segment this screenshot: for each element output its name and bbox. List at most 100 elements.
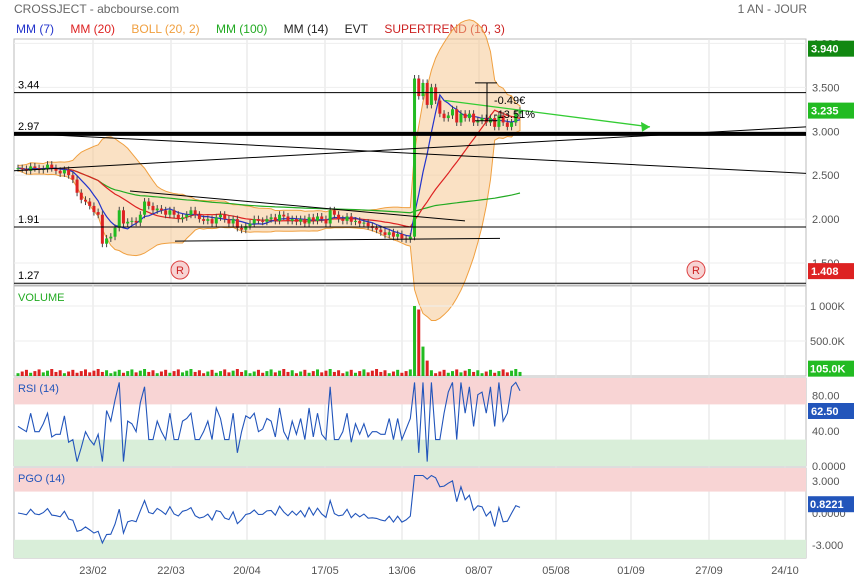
pgo-last-tag [808,496,854,513]
candle [383,232,387,235]
candle [16,168,20,170]
volume-bar [159,371,163,376]
volume-bar [488,369,492,376]
candle [467,113,471,119]
candle [493,118,497,127]
legend-evt[interactable]: EVT [344,22,369,36]
candle [362,222,366,224]
candle [480,118,484,121]
volume-bar [362,369,366,376]
x-tick-label: 13/06 [388,565,416,577]
candle [240,227,244,230]
rsi-y-tick: 40.00 [812,426,840,438]
legend-mm7[interactable]: MM (7) [16,22,54,36]
rsi-last-tag [808,403,854,419]
volume-bar [210,369,214,376]
candle [261,220,265,222]
volume-bar [58,370,62,376]
candle [202,219,206,221]
volume-bar [117,369,121,376]
volume-label: VOLUME [18,292,64,304]
pgo-y-tick: -3.000 [812,540,843,552]
y-tick-label: 2.500 [812,170,840,182]
volume-bar [505,372,509,376]
volume-bar [79,371,83,376]
candle [117,210,121,228]
candle [396,234,400,237]
volume-bar [16,373,20,376]
x-tick-label: 22/03 [157,565,185,577]
trend-line [13,132,807,174]
price-tag [808,40,854,57]
legend-mm20[interactable]: MM (20) [70,22,116,36]
volume-bar [429,370,433,376]
price-tag [808,263,854,280]
legend-boll[interactable]: BOLL (20, 2) [131,22,200,36]
volume-bar [320,372,324,376]
volume-bar [126,371,130,376]
annotation-percent-change: -13.51% [494,109,535,121]
volume-bar [54,371,58,376]
legend-mm100[interactable]: MM (100) [215,22,268,36]
candle [320,216,324,220]
volume-bar [400,372,404,376]
candle [126,221,130,224]
volume-bar [240,371,244,376]
candle [79,192,83,200]
pgo-last-label: 0.8221 [810,499,844,511]
candle [197,214,201,220]
mm7-line [17,93,521,237]
volume-bar [303,369,307,376]
volume-bar [434,373,438,376]
volume-bar [383,370,387,376]
price-tag [808,102,854,119]
volume-bar [358,371,362,376]
volume-bar [218,371,222,376]
candle [337,214,341,220]
volume-bar [421,346,425,376]
volume-bar [311,371,315,376]
candle [451,109,455,116]
volume-bar [299,371,303,376]
volume-bar [185,370,189,376]
candle [164,210,168,215]
candle [459,113,463,123]
volume-bar [467,369,471,376]
candle [303,219,307,224]
volume-bar [379,371,383,376]
volume-bar [493,372,497,376]
candle [113,227,117,237]
volume-bar [324,370,328,376]
candle [429,87,433,105]
volume-bar [307,372,311,376]
candle [147,201,151,206]
x-tick-label: 23/02 [79,565,107,577]
volume-bar [138,370,142,376]
pgo-line [17,474,521,545]
panel-frame-vol [13,285,807,377]
candle [105,238,109,244]
volume-bar [244,370,248,376]
candle [446,115,450,119]
legend-mm14[interactable]: MM (14) [283,22,329,36]
volume-bar [155,373,159,376]
volume-bar [451,371,455,376]
volume-bar [168,372,172,376]
volume-bar [71,369,75,376]
volume-bar [67,371,71,376]
rsi-label: RSI (14) [18,383,59,395]
candle [463,113,467,119]
x-tick-label: 27/09 [695,565,723,577]
candle [227,219,231,224]
candle [134,220,138,223]
period-selector[interactable]: 1 AN - JOUR [737,2,807,16]
candle [387,232,391,235]
volume-bar [231,370,235,376]
volume-bar [391,371,395,376]
candle [176,214,180,220]
candle [472,113,476,123]
pgo-y-tick: 3.000 [812,476,840,488]
volume-bar [130,369,134,376]
candle [379,229,383,233]
